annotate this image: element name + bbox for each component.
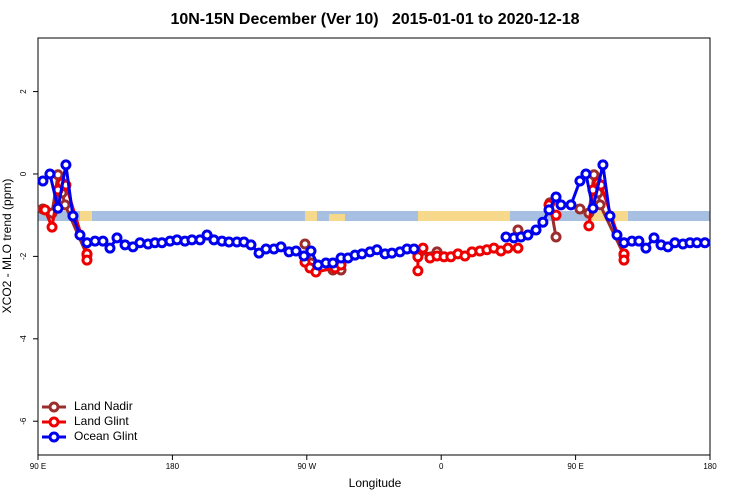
data-point xyxy=(583,220,595,232)
data-point xyxy=(555,199,567,211)
data-point xyxy=(604,210,616,222)
data-point xyxy=(111,232,123,244)
y-tick-label: -4 xyxy=(19,335,28,343)
data-point xyxy=(194,234,206,246)
data-point xyxy=(298,250,310,262)
data-point xyxy=(580,168,592,180)
data-point xyxy=(550,231,562,243)
data-point xyxy=(299,238,311,250)
data-point xyxy=(550,209,562,221)
legend-marker xyxy=(48,416,60,428)
data-point xyxy=(37,175,49,187)
legend-label: Ocean Glint xyxy=(74,429,138,443)
legend-label: Land Glint xyxy=(74,414,129,428)
y-tick-label: -6 xyxy=(19,417,28,425)
data-point xyxy=(371,244,383,256)
y-tick-label: 2 xyxy=(19,89,28,94)
data-point xyxy=(512,242,524,254)
data-point xyxy=(74,229,86,241)
y-tick-label: 0 xyxy=(19,171,28,176)
land-strip xyxy=(418,211,510,221)
data-point xyxy=(67,210,79,222)
legend-label: Land Nadir xyxy=(74,399,133,413)
data-point xyxy=(633,235,645,247)
data-point xyxy=(648,232,660,244)
chart-title: 10N-15N December (Ver 10) 2015-01-01 to … xyxy=(170,11,579,28)
data-point xyxy=(699,237,711,249)
data-point xyxy=(522,229,534,241)
data-point xyxy=(412,265,424,277)
ocean-strip xyxy=(38,211,710,221)
data-point xyxy=(550,191,562,203)
x-tick-label: 0 xyxy=(439,462,444,471)
data-point xyxy=(565,199,577,211)
data-point xyxy=(574,203,586,215)
data-point xyxy=(574,175,586,187)
land-strip xyxy=(329,214,345,221)
data-point xyxy=(611,229,623,241)
plot-frame xyxy=(37,37,711,456)
data-point xyxy=(537,216,549,228)
data-point xyxy=(39,204,51,216)
land-strip xyxy=(80,211,92,221)
data-point xyxy=(502,242,514,254)
data-point xyxy=(104,242,116,254)
data-point xyxy=(44,168,56,180)
y-axis-label: XCO2 - MLO trend (ppm) xyxy=(0,179,14,314)
data-point xyxy=(52,202,64,214)
data-point xyxy=(417,242,429,254)
x-tick-label: 180 xyxy=(703,462,717,471)
data-point xyxy=(201,229,213,241)
data-point xyxy=(275,241,287,253)
data-point xyxy=(327,257,339,269)
x-tick-label: 90 E xyxy=(567,462,583,471)
data-point xyxy=(597,159,609,171)
data-point xyxy=(587,202,599,214)
data-point xyxy=(245,239,257,251)
y-tick-label: -2 xyxy=(19,252,28,260)
x-tick-label: 90 E xyxy=(30,462,46,471)
x-tick-label: 180 xyxy=(166,462,180,471)
data-point xyxy=(408,243,420,255)
legend-marker xyxy=(48,431,60,443)
data-point xyxy=(543,204,555,216)
data-point xyxy=(290,245,302,257)
data-point xyxy=(305,245,317,257)
land-strip xyxy=(305,211,317,221)
data-point xyxy=(97,235,109,247)
data-point xyxy=(46,221,58,233)
x-tick-label: 90 W xyxy=(297,462,316,471)
data-point xyxy=(618,254,630,266)
data-point xyxy=(60,159,72,171)
legend-marker xyxy=(48,401,60,413)
data-point xyxy=(640,242,652,254)
x-axis-label: Longitude xyxy=(349,476,402,490)
data-point xyxy=(81,254,93,266)
data-point xyxy=(530,224,542,236)
